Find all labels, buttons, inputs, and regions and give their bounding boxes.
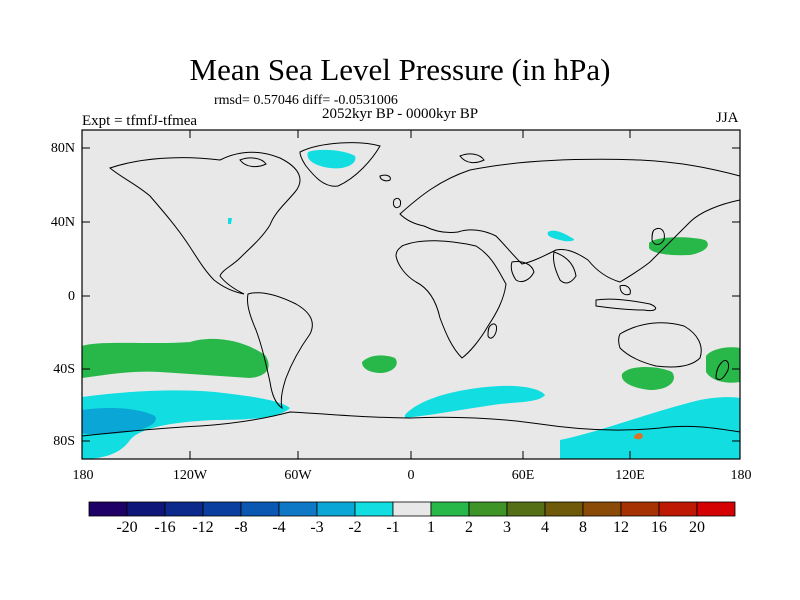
colorbar-swatch	[164, 501, 204, 517]
y-tick-label-40s: 40S	[53, 362, 75, 377]
anomaly-contour-greenland-cyan	[307, 149, 356, 169]
colorbar-swatch	[544, 501, 584, 517]
colorbar-label: -12	[192, 519, 214, 536]
colorbar-swatch	[430, 501, 470, 517]
y-tick-label-equator: 0	[68, 289, 75, 304]
y-axis-ticks	[82, 147, 740, 442]
colorbar-label: 1	[427, 519, 435, 536]
colorbar-label: -20	[116, 519, 138, 536]
anomaly-contour-southern-indian-cyan	[560, 397, 740, 459]
x-tick-label-180e: 180	[730, 468, 752, 483]
x-tick-label-60e: 60E	[511, 468, 535, 483]
anomaly-contour-mediterranean-cyan	[547, 230, 575, 242]
y-tick-label-40n: 40N	[50, 215, 75, 230]
anomaly-contour-southern-pacific-cyan	[82, 390, 290, 459]
experiment-label: Expt = tfmfJ-tfmea	[82, 113, 198, 129]
anomaly-contour-south-indian-green	[621, 367, 674, 390]
colorbar-label: 16	[651, 519, 667, 536]
anomaly-contour-southern-atlantic-cyan	[405, 385, 545, 418]
anomaly-contour-south-atlantic-green	[362, 355, 397, 373]
colorbar	[88, 501, 736, 517]
map-title: Mean Sea Level Pressure (in hPa)	[189, 52, 611, 87]
colorbar-label: 20	[689, 519, 705, 536]
colorbar-label: 8	[579, 519, 587, 536]
colorbar-swatch	[658, 501, 698, 517]
x-tick-label-180w: 180	[72, 468, 94, 483]
x-tick-label-120w: 120W	[172, 468, 208, 483]
colorbar-swatch	[316, 501, 356, 517]
x-tick-label-60w: 60W	[284, 468, 312, 483]
colorbar-label: 12	[613, 519, 629, 536]
anomaly-contour-antarctic-small-orange	[634, 433, 643, 440]
colorbar-swatch	[696, 501, 736, 517]
colorbar-swatch	[468, 501, 508, 517]
colorbar-label: 4	[541, 519, 549, 536]
colorbar-label: -4	[272, 519, 286, 536]
season-label: JJA	[716, 110, 739, 126]
colorbar-swatch	[202, 501, 242, 517]
colorbar-swatch	[620, 501, 660, 517]
colorbar-label: -3	[310, 519, 324, 536]
colorbar-swatch	[392, 501, 432, 517]
colorbar-label: -1	[386, 519, 400, 536]
colorbar-swatch	[278, 501, 318, 517]
colorbar-label: 3	[503, 519, 511, 536]
colorbar-swatch	[582, 501, 622, 517]
colorbar-label: -16	[154, 519, 176, 536]
colorbar-swatch	[240, 501, 280, 517]
y-tick-label-80n: 80N	[50, 141, 75, 156]
x-tick-label-120e: 120E	[615, 468, 645, 483]
x-tick-label-0: 0	[407, 468, 415, 483]
colorbar-swatch	[506, 501, 546, 517]
colorbar-label: -2	[348, 519, 362, 536]
anomaly-contour-small-na-cyan	[228, 218, 232, 224]
anomaly-contour-south-pacific-green	[82, 338, 269, 378]
coastlines	[81, 142, 741, 437]
colorbar-label: 2	[465, 519, 473, 536]
anomaly-contour-new-zealand-green	[706, 347, 740, 383]
anomaly-contour-north-pacific-green	[649, 237, 708, 256]
colorbar-swatch	[354, 501, 394, 517]
x-axis-ticks	[81, 130, 741, 459]
y-tick-label-80s: 80S	[53, 434, 75, 449]
time-period-label: 2052kyr BP - 0000kyr BP	[322, 106, 479, 122]
colorbar-swatch	[126, 501, 166, 517]
colorbar-label: -8	[234, 519, 248, 536]
colorbar-swatch	[88, 501, 128, 517]
anomaly-contour-southern-pacific-blue	[82, 408, 156, 435]
rmsd-diff-stats: rmsd= 0.57046 diff= -0.0531006	[214, 93, 398, 108]
